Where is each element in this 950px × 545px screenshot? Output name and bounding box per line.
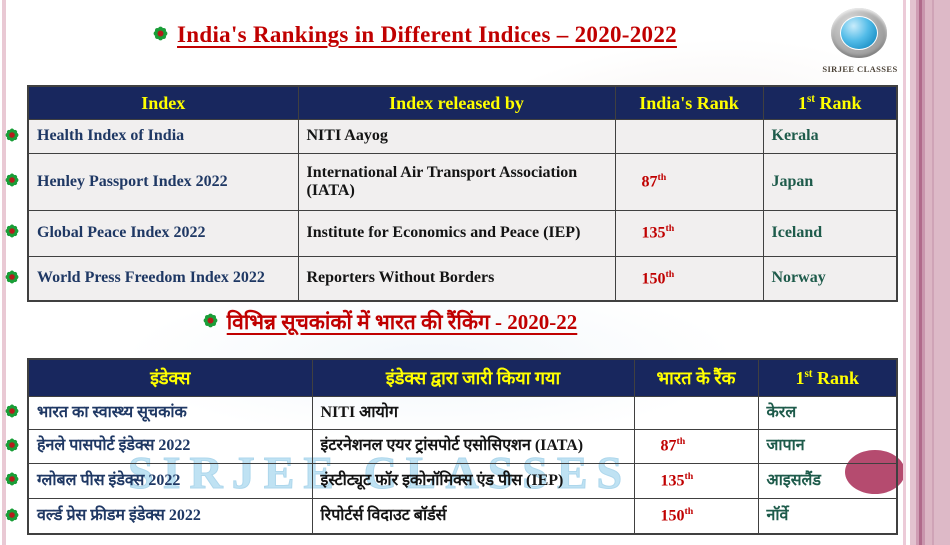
header-index: Index xyxy=(27,85,299,120)
table-hindi: इंडेक्स इंडेक्स द्वारा जारी किया गया भार… xyxy=(27,358,898,535)
table-row: Health Index of India NITI Aayog Kerala xyxy=(27,118,898,154)
hindi-page-title: विभिन्न सूचकांकों में भारत की रैंकिंग - … xyxy=(226,310,578,334)
released-by-cell: इंस्टीट्यूट फॉर इकोनॉमिक्स एंड पीस (IEP) xyxy=(311,462,635,499)
flower-bullet-icon xyxy=(5,438,19,452)
index-cell: ग्लोबल पीस इंडेक्स 2022 xyxy=(27,462,313,499)
header-india-rank: भारत के रैंक xyxy=(633,358,759,397)
first-rank-cell: Norway xyxy=(762,255,898,302)
right-border-stripe xyxy=(903,0,906,545)
index-cell: World Press Freedom Index 2022 xyxy=(27,255,299,302)
first-rank-cell: Japan xyxy=(762,152,898,211)
title-row: India's Rankings in Different Indices – … xyxy=(60,22,770,48)
left-border-stripe xyxy=(2,0,6,545)
india-rank-cell: 150th xyxy=(614,255,764,302)
released-by-cell: इंटरनेशनल एयर ट्रांसपोर्ट एसोसिएशन (IATA… xyxy=(311,428,635,464)
page-title: India's Rankings in Different Indices – … xyxy=(177,22,677,47)
flower-bullet-icon xyxy=(5,224,19,238)
flower-bullet-icon xyxy=(203,313,218,333)
india-rank-cell: 135th xyxy=(633,462,759,499)
header-released-by: इंडेक्स द्वारा जारी किया गया xyxy=(311,358,635,397)
right-border-band xyxy=(910,0,950,545)
index-cell: हेनले पासपोर्ट इंडेक्स 2022 xyxy=(27,428,313,464)
index-cell: Health Index of India xyxy=(27,118,299,154)
india-rank-cell: 135th xyxy=(614,209,764,257)
table-row: World Press Freedom Index 2022 Reporters… xyxy=(27,255,898,302)
header-index: इंडेक्स xyxy=(27,358,313,397)
table-row: भारत का स्वास्थ्य सूचकांक NITI आयोग केरल xyxy=(27,395,898,430)
india-rank-cell: 150th xyxy=(633,497,759,535)
flower-bullet-icon xyxy=(5,173,19,187)
index-cell: Henley Passport Index 2022 xyxy=(27,152,299,211)
header-first-rank: 1st Rank xyxy=(757,358,898,397)
released-by-cell: Institute for Economics and Peace (IEP) xyxy=(297,209,616,257)
india-rank-cell: 87th xyxy=(614,152,764,211)
flower-bullet-icon xyxy=(5,270,19,284)
table-row: वर्ल्ड प्रेस फ्रीडम इंडेक्स 2022 रिपोर्ट… xyxy=(27,497,898,535)
flower-bullet-icon xyxy=(5,472,19,486)
table-header-row: इंडेक्स इंडेक्स द्वारा जारी किया गया भार… xyxy=(27,358,898,397)
first-rank-cell: नॉर्वे xyxy=(757,497,898,535)
india-rank-cell: 87th xyxy=(633,428,759,464)
table-header-row: Index Index released by India's Rank 1st… xyxy=(27,85,898,120)
logo-caption: SIRJEE CLASSES xyxy=(822,64,898,74)
header-first-rank: 1st Rank xyxy=(762,85,898,120)
table-row: Global Peace Index 2022 Institute for Ec… xyxy=(27,209,898,257)
first-rank-cell: Kerala xyxy=(762,118,898,154)
released-by-cell: NITI आयोग xyxy=(311,395,635,430)
first-rank-cell: केरल xyxy=(757,395,898,430)
table-english: Index Index released by India's Rank 1st… xyxy=(27,85,898,302)
index-cell: वर्ल्ड प्रेस फ्रीडम इंडेक्स 2022 xyxy=(27,497,313,535)
released-by-cell: Reporters Without Borders xyxy=(297,255,616,302)
india-rank-cell xyxy=(614,118,764,154)
header-india-rank: India's Rank xyxy=(614,85,764,120)
table-row: Henley Passport Index 2022 International… xyxy=(27,152,898,211)
flower-bullet-icon xyxy=(5,404,19,418)
released-by-cell: International Air Transport Association … xyxy=(297,152,616,211)
first-rank-cell: Iceland xyxy=(762,209,898,257)
flower-bullet-icon xyxy=(5,128,19,142)
header-released-by: Index released by xyxy=(297,85,616,120)
first-rank-cell: जापान xyxy=(757,428,898,464)
logo-sphere xyxy=(841,17,877,49)
sirjee-logo-icon xyxy=(831,8,887,58)
index-cell: भारत का स्वास्थ्य सूचकांक xyxy=(27,395,313,430)
released-by-cell: NITI Aayog xyxy=(297,118,616,154)
flower-bullet-icon xyxy=(5,508,19,522)
table-row: हेनले पासपोर्ट इंडेक्स 2022 इंटरनेशनल एय… xyxy=(27,428,898,464)
flower-bullet-icon xyxy=(153,26,168,46)
first-rank-cell: आइसलैंड xyxy=(757,462,898,499)
table-row: ग्लोबल पीस इंडेक्स 2022 इंस्टीट्यूट फॉर … xyxy=(27,462,898,499)
released-by-cell: रिपोर्टर्स विदाउट बॉर्डर्स xyxy=(311,497,635,535)
hindi-title-row: विभिन्न सूचकांकों में भारत की रैंकिंग - … xyxy=(40,308,740,336)
index-cell: Global Peace Index 2022 xyxy=(27,209,299,257)
india-rank-cell xyxy=(633,395,759,430)
